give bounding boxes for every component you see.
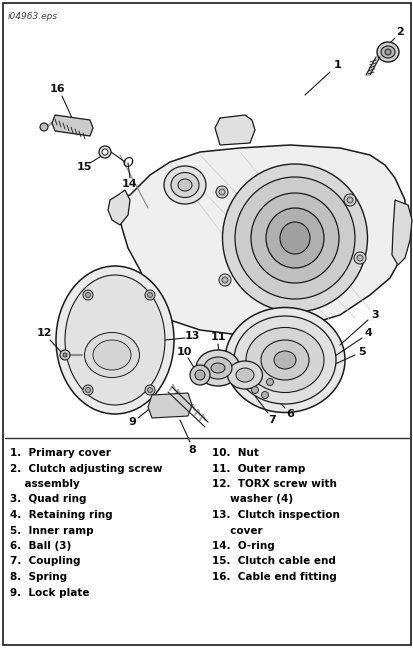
Text: 1: 1 (333, 60, 341, 70)
Text: 12.  TORX screw with: 12. TORX screw with (211, 479, 336, 489)
Text: 5: 5 (357, 347, 365, 357)
Circle shape (145, 385, 154, 395)
Circle shape (261, 391, 268, 399)
Circle shape (145, 290, 154, 300)
Ellipse shape (178, 179, 192, 191)
Text: 5.  Inner ramp: 5. Inner ramp (10, 526, 93, 535)
Circle shape (102, 149, 108, 155)
Text: 8.  Spring: 8. Spring (10, 572, 67, 582)
Circle shape (216, 186, 228, 198)
Text: 11: 11 (210, 332, 225, 342)
Polygon shape (108, 190, 130, 225)
Circle shape (221, 277, 228, 283)
Text: 13: 13 (184, 331, 199, 341)
Circle shape (190, 365, 209, 385)
Ellipse shape (195, 350, 240, 386)
Text: 6.  Ball (3): 6. Ball (3) (10, 541, 71, 551)
Ellipse shape (266, 208, 323, 268)
Circle shape (63, 353, 67, 357)
Text: 3.  Quad ring: 3. Quad ring (10, 494, 86, 505)
Text: 14: 14 (122, 179, 138, 189)
Ellipse shape (376, 42, 398, 62)
Circle shape (83, 290, 93, 300)
Text: 6: 6 (285, 409, 293, 419)
Ellipse shape (235, 177, 354, 299)
Text: 9: 9 (128, 417, 135, 427)
Ellipse shape (204, 357, 231, 379)
Circle shape (218, 189, 224, 195)
Text: 10.  Nut: 10. Nut (211, 448, 258, 458)
Ellipse shape (164, 166, 206, 204)
Circle shape (147, 292, 152, 297)
Ellipse shape (84, 332, 139, 378)
Circle shape (147, 388, 152, 393)
Text: 2: 2 (395, 27, 403, 37)
Text: 7.  Coupling: 7. Coupling (10, 557, 80, 566)
Text: 16: 16 (50, 84, 66, 94)
Text: i04963.eps: i04963.eps (8, 12, 58, 21)
Text: 14.  O-ring: 14. O-ring (211, 541, 274, 551)
Ellipse shape (224, 308, 344, 413)
Ellipse shape (279, 222, 309, 254)
Circle shape (266, 378, 273, 386)
Circle shape (195, 370, 204, 380)
Text: 4: 4 (363, 328, 371, 338)
Circle shape (346, 197, 352, 203)
Text: washer (4): washer (4) (211, 494, 292, 505)
Text: 15.  Clutch cable end: 15. Clutch cable end (211, 557, 335, 566)
Text: 11.  Outer ramp: 11. Outer ramp (211, 463, 305, 474)
Text: 9.  Lock plate: 9. Lock plate (10, 588, 89, 597)
Polygon shape (118, 145, 404, 335)
Circle shape (83, 385, 93, 395)
Polygon shape (214, 115, 254, 145)
Text: assembly: assembly (10, 479, 80, 489)
Ellipse shape (250, 193, 338, 283)
Ellipse shape (171, 172, 199, 198)
Ellipse shape (93, 340, 131, 370)
Text: O: O (122, 156, 133, 170)
Ellipse shape (273, 351, 295, 369)
Ellipse shape (235, 368, 254, 382)
Text: 12: 12 (36, 328, 52, 338)
Ellipse shape (222, 164, 367, 312)
Ellipse shape (227, 361, 262, 389)
Text: 8: 8 (188, 445, 195, 455)
Text: 10: 10 (176, 347, 191, 357)
Polygon shape (147, 393, 192, 418)
Circle shape (85, 388, 90, 393)
Ellipse shape (233, 316, 335, 404)
Circle shape (99, 146, 111, 158)
Circle shape (40, 123, 48, 131)
Polygon shape (52, 115, 93, 136)
Circle shape (85, 292, 90, 297)
Circle shape (343, 194, 355, 206)
Circle shape (356, 255, 362, 261)
Text: 7: 7 (268, 415, 275, 425)
Ellipse shape (245, 327, 323, 393)
Text: 13.  Clutch inspection: 13. Clutch inspection (211, 510, 339, 520)
Circle shape (353, 252, 365, 264)
Text: 1.  Primary cover: 1. Primary cover (10, 448, 111, 458)
Text: cover: cover (211, 526, 262, 535)
Text: 15: 15 (76, 162, 91, 172)
Text: 3: 3 (370, 310, 378, 320)
Ellipse shape (211, 363, 224, 373)
Ellipse shape (56, 266, 173, 414)
Circle shape (60, 350, 70, 360)
Ellipse shape (384, 49, 390, 55)
Text: 16.  Cable end fitting: 16. Cable end fitting (211, 572, 336, 582)
Ellipse shape (260, 340, 308, 380)
Polygon shape (391, 200, 411, 265)
Circle shape (251, 386, 258, 393)
Text: 2.  Clutch adjusting screw: 2. Clutch adjusting screw (10, 463, 162, 474)
Circle shape (218, 274, 230, 286)
Ellipse shape (380, 46, 394, 58)
Ellipse shape (65, 275, 165, 405)
Text: 4.  Retaining ring: 4. Retaining ring (10, 510, 112, 520)
